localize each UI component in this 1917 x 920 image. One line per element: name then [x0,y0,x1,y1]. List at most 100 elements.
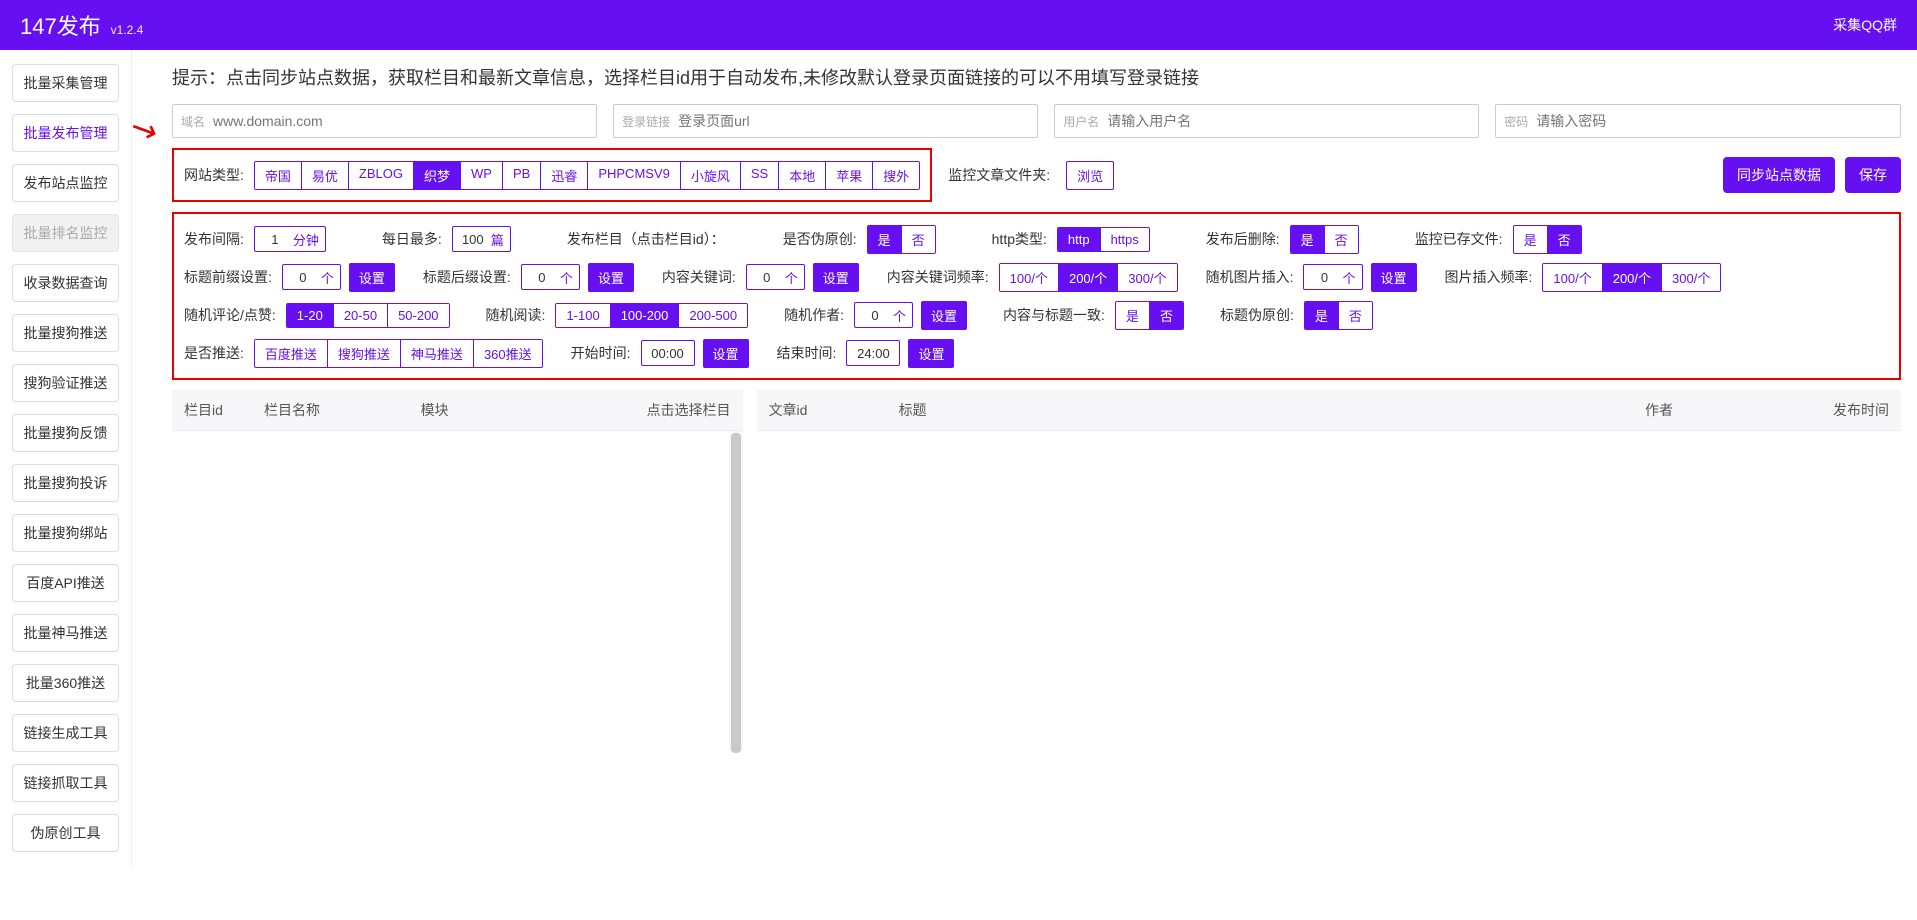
starttime-input[interactable] [641,340,695,366]
siteTypeSeg-opt-3[interactable]: 织梦 [413,162,460,189]
randread-seg[interactable]: 1-100100-200200-500 [555,303,748,328]
loginurl-input[interactable] [678,113,1029,129]
password-field[interactable]: 密码 [1495,104,1901,138]
siteTypeSeg-opt-12[interactable]: 搜外 [872,162,919,189]
titleprefix-field[interactable]: 个 [282,264,341,290]
siteTypeSeg-opt-9[interactable]: SS [740,162,778,189]
seg-keywordFreq-opt-2[interactable]: 300/个 [1117,264,1176,291]
sidebar-item-10[interactable]: 百度API推送 [12,564,119,602]
seg-randomComment-opt-2[interactable]: 50-200 [387,304,448,327]
titlefake-seg[interactable]: 是否 [1304,301,1373,330]
password-input[interactable] [1536,113,1892,129]
seg-contentTitle-opt-0[interactable]: 是 [1116,302,1149,329]
titleprefix-btn[interactable]: 设置 [349,263,395,292]
sidebar-item-6[interactable]: 搜狗验证推送 [12,364,119,402]
siteTypeSeg-opt-11[interactable]: 苹果 [825,162,872,189]
siteTypeSeg-opt-10[interactable]: 本地 [778,162,825,189]
seg-monitorExist-opt-1[interactable]: 否 [1547,226,1581,253]
contenttitle-seg[interactable]: 是否 [1115,301,1184,330]
site-type-segment[interactable]: 帝国易优ZBLOG织梦WPPB迅睿PHPCMSV9小旋风SS本地苹果搜外 [254,161,920,190]
seg-imageFreq-opt-0[interactable]: 100/个 [1543,264,1601,291]
seg-keywordFreq-opt-0[interactable]: 100/个 [1000,264,1058,291]
sidebar-item-1[interactable]: 批量发布管理 [12,114,119,152]
username-input[interactable] [1107,113,1470,129]
randcomment-seg[interactable]: 1-2020-5050-200 [286,303,450,328]
seg-keywordFreq-opt-1[interactable]: 200/个 [1058,264,1117,291]
scrollbar[interactable] [729,431,743,751]
contentkw-field[interactable]: 个 [746,264,805,290]
siteTypeSeg-opt-6[interactable]: 迅睿 [540,162,587,189]
push-seg[interactable]: 百度推送搜狗推送神马推送360推送 [254,339,543,368]
titlesuffix-field[interactable]: 个 [521,264,580,290]
domain-input[interactable] [213,113,588,129]
sidebar-item-12[interactable]: 批量360推送 [12,664,119,702]
sidebar-item-2[interactable]: 发布站点监控 [12,164,119,202]
loginurl-field[interactable]: 登录链接 [613,104,1038,138]
seg-httpType-opt-0[interactable]: http [1058,228,1100,251]
seg-monitorExist-opt-0[interactable]: 是 [1514,226,1547,253]
seg-titleFake-opt-0[interactable]: 是 [1305,302,1338,329]
seg-randomComment-opt-0[interactable]: 1-20 [287,304,333,327]
seg-titleFake-opt-1[interactable]: 否 [1338,302,1372,329]
sidebar-item-7[interactable]: 批量搜狗反馈 [12,414,119,452]
httptype-seg[interactable]: httphttps [1057,227,1150,252]
endtime-btn[interactable]: 设置 [908,339,954,368]
browse-button[interactable]: 浏览 [1066,161,1114,190]
deleteafter-seg[interactable]: 是否 [1290,225,1359,254]
sidebar-item-0[interactable]: 批量采集管理 [12,64,119,102]
siteTypeSeg-opt-8[interactable]: 小旋风 [680,162,740,189]
sidebar-item-15[interactable]: 伪原创工具 [12,814,119,852]
header-link[interactable]: 采集QQ群 [1833,15,1897,35]
seg-push-opt-3[interactable]: 360推送 [473,340,542,367]
domain-field[interactable]: 域名 [172,104,597,138]
seg-deleteAfter-opt-1[interactable]: 否 [1324,226,1358,253]
seg-fakeOriginal-opt-1[interactable]: 否 [901,226,935,253]
sidebar-item-8[interactable]: 批量搜狗投诉 [12,464,119,502]
sidebar-item-5[interactable]: 批量搜狗推送 [12,314,119,352]
endtime-label: 结束时间: [777,343,837,363]
sync-button[interactable]: 同步站点数据 [1723,157,1835,193]
siteTypeSeg-opt-7[interactable]: PHPCMSV9 [587,162,680,189]
seg-push-opt-1[interactable]: 搜狗推送 [327,340,400,367]
endtime-input[interactable] [846,340,900,366]
siteTypeSeg-opt-2[interactable]: ZBLOG [348,162,413,189]
imgfreq-seg[interactable]: 100/个200/个300/个 [1542,263,1721,292]
seg-randomRead-opt-1[interactable]: 100-200 [610,304,679,327]
titlesuffix-btn[interactable]: 设置 [588,263,634,292]
fakeoriginal-seg[interactable]: 是否 [867,225,936,254]
seg-randomRead-opt-0[interactable]: 1-100 [556,304,609,327]
seg-push-opt-2[interactable]: 神马推送 [400,340,473,367]
starttime-btn[interactable]: 设置 [703,339,749,368]
seg-randomComment-opt-1[interactable]: 20-50 [333,304,387,327]
sidebar-item-9[interactable]: 批量搜狗绑站 [12,514,119,552]
siteTypeSeg-opt-5[interactable]: PB [502,162,540,189]
randauthor-btn[interactable]: 设置 [921,301,967,330]
seg-push-opt-0[interactable]: 百度推送 [255,340,327,367]
siteTypeSeg-opt-4[interactable]: WP [460,162,502,189]
randauthor-field[interactable]: 个 [854,302,913,328]
interval-field[interactable]: 分钟 [254,226,326,252]
randimg-field[interactable]: 个 [1303,264,1362,290]
seg-randomRead-opt-2[interactable]: 200-500 [678,304,747,327]
randimg-btn[interactable]: 设置 [1371,263,1417,292]
seg-httpType-opt-1[interactable]: https [1100,228,1149,251]
seg-imageFreq-opt-2[interactable]: 300/个 [1661,264,1720,291]
monitorexist-seg[interactable]: 是否 [1513,225,1582,254]
sidebar-item-14[interactable]: 链接抓取工具 [12,764,119,802]
kwfreq-seg[interactable]: 100/个200/个300/个 [999,263,1178,292]
seg-fakeOriginal-opt-0[interactable]: 是 [868,226,901,253]
username-field[interactable]: 用户名 [1054,104,1479,138]
seg-imageFreq-opt-1[interactable]: 200/个 [1602,264,1661,291]
sidebar-item-13[interactable]: 链接生成工具 [12,714,119,752]
seg-deleteAfter-opt-0[interactable]: 是 [1291,226,1324,253]
sidebar-item-4[interactable]: 收录数据查询 [12,264,119,302]
scrollbar-thumb[interactable] [731,433,741,753]
save-button[interactable]: 保存 [1845,157,1901,193]
dailymax-field[interactable]: 篇 [452,226,511,252]
siteTypeSeg-opt-0[interactable]: 帝国 [255,162,301,189]
sidebar-item-11[interactable]: 批量神马推送 [12,614,119,652]
contentkw-btn[interactable]: 设置 [813,263,859,292]
loginurl-label: 登录链接 [622,113,670,130]
seg-contentTitle-opt-1[interactable]: 否 [1149,302,1183,329]
siteTypeSeg-opt-1[interactable]: 易优 [301,162,348,189]
